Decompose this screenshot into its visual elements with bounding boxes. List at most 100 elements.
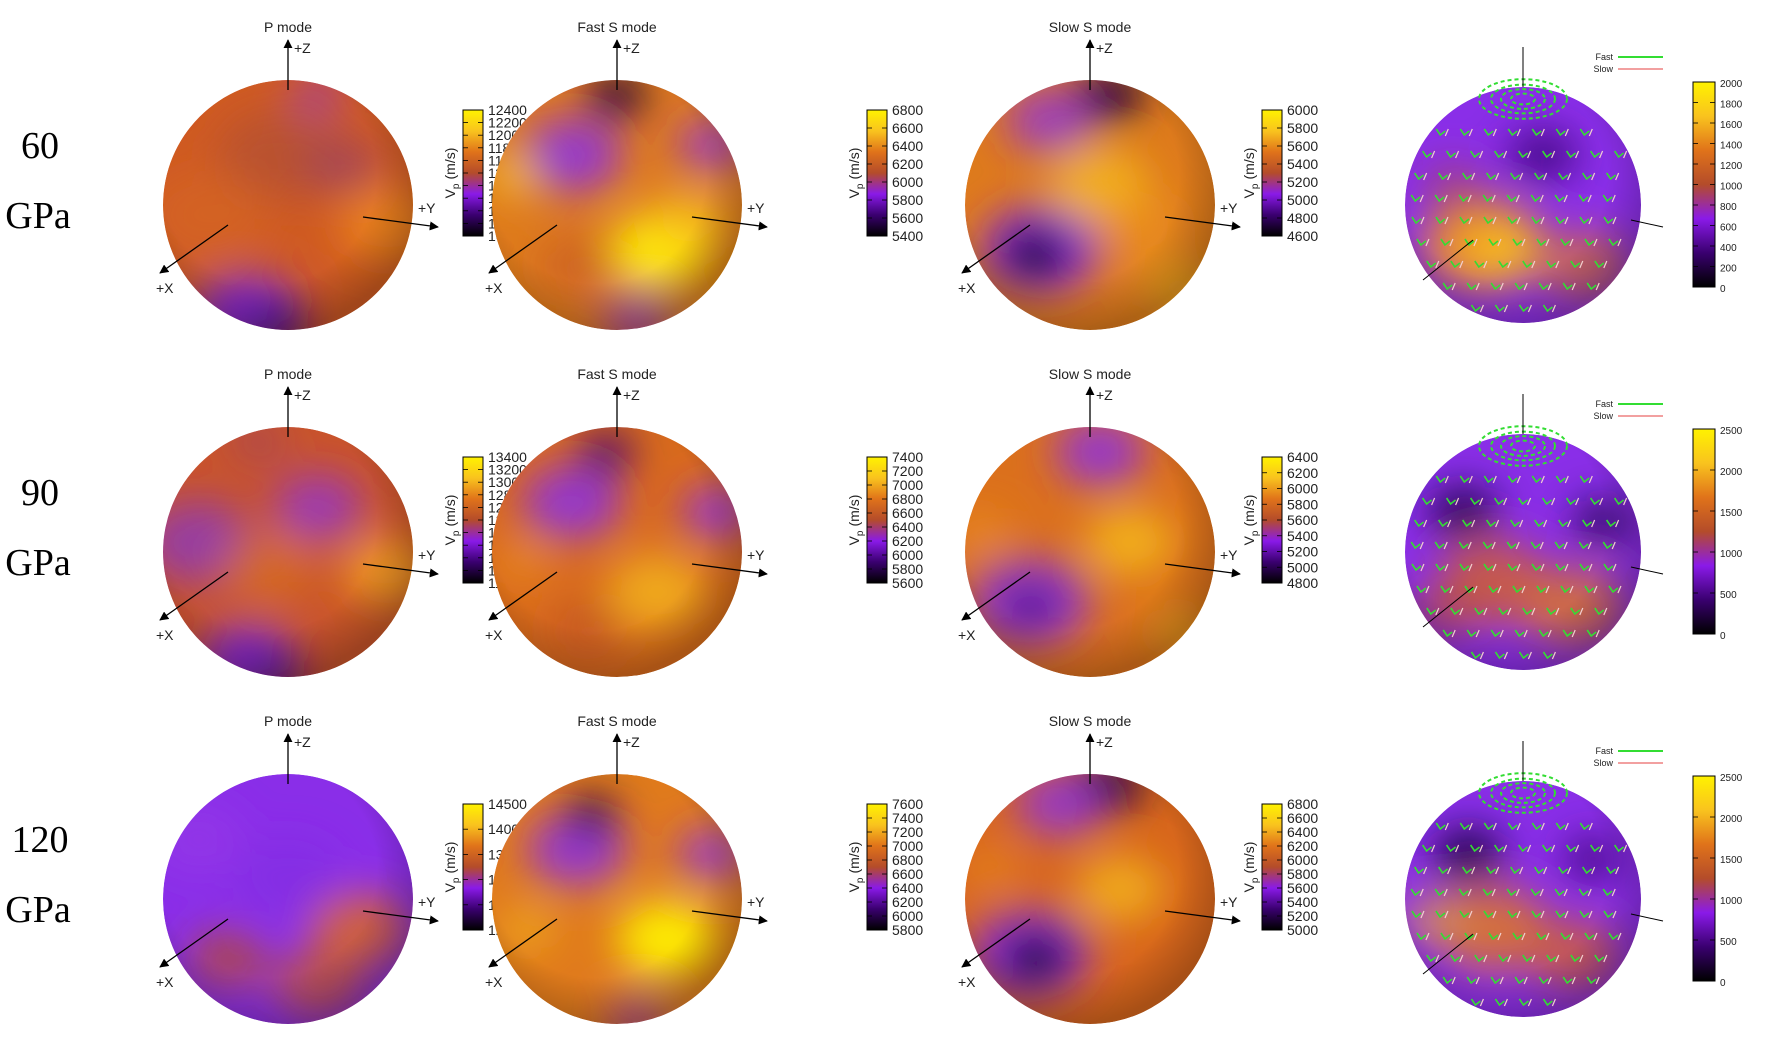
slow-mark — [1623, 844, 1628, 853]
slow-mark — [1547, 629, 1552, 638]
fast-mark — [1483, 563, 1494, 572]
slow-mark — [1564, 910, 1569, 919]
sphere — [965, 427, 1215, 677]
fast-mark — [1493, 497, 1505, 506]
panel-title: Fast S mode — [577, 713, 657, 729]
heatmap-panel: P mode+Z+Y+X1340013200130001280012600124… — [156, 366, 527, 677]
slow-mark — [1611, 541, 1616, 550]
slow-mark — [1567, 172, 1572, 181]
fast-mark — [1602, 194, 1613, 203]
colorbar-tick-label: 500 — [1720, 937, 1737, 948]
fast-mark — [1470, 651, 1481, 660]
colorbar-tick-label: 6600 — [892, 120, 923, 136]
fast-mark — [1437, 172, 1449, 181]
fast-mark — [1445, 497, 1457, 506]
fast-mark — [1490, 629, 1501, 638]
fast-mark — [1562, 282, 1573, 291]
slow-mark — [1547, 282, 1552, 291]
fast-mark — [1464, 932, 1475, 941]
sphere-shading — [965, 427, 1215, 677]
slow-mark — [1468, 128, 1473, 137]
fast-mark — [1578, 541, 1589, 550]
fast-mark — [1613, 497, 1625, 506]
slow-mark — [1419, 888, 1424, 897]
fast-mark — [1541, 497, 1553, 506]
slow-mark — [1588, 475, 1593, 484]
fast-mark — [1613, 150, 1625, 159]
slow-mark — [1451, 976, 1456, 985]
slow-mark — [1623, 497, 1628, 506]
sphere-shading — [492, 80, 742, 330]
slow-mark — [1540, 216, 1545, 225]
heatmap-panel: P mode+Z+Y+X1240012200120001180011600114… — [156, 19, 527, 330]
slow-mark — [1539, 194, 1544, 203]
pressure-unit: GPa — [5, 889, 71, 931]
fast-mark — [1579, 128, 1590, 137]
fast-mark — [1421, 844, 1433, 853]
fast-mark — [1605, 866, 1617, 875]
fast-mark — [1565, 844, 1577, 853]
colorbar-tick-label: 800 — [1720, 202, 1737, 213]
fast-mark — [1554, 541, 1565, 550]
slow-mark — [1516, 216, 1521, 225]
colorbar-tick-label: 7000 — [892, 838, 923, 854]
colorbar — [1261, 109, 1283, 237]
slow-mark — [1564, 216, 1569, 225]
fast-mark — [1605, 519, 1617, 528]
slow-mark — [1516, 128, 1521, 137]
fast-mark — [1435, 910, 1446, 919]
fast-mark — [1461, 519, 1473, 528]
fast-mark — [1538, 282, 1549, 291]
fast-mark — [1531, 822, 1542, 831]
slow-mark — [1471, 866, 1476, 875]
fast-mark — [1514, 976, 1525, 985]
y-axis — [691, 216, 768, 231]
y-axis — [1630, 566, 1664, 575]
colorbar-tick-label: 0 — [1720, 631, 1726, 642]
fast-mark — [1536, 238, 1547, 247]
fast-mark — [1413, 519, 1425, 528]
slow-mark — [1503, 998, 1508, 1007]
fast-mark — [1554, 194, 1565, 203]
colorbar-label: Vp(m/s) — [846, 842, 866, 893]
colorbar — [1692, 775, 1716, 982]
colorbar-tick-label: 5000 — [1287, 922, 1318, 938]
fast-mark — [1493, 844, 1505, 853]
fast-mark — [1450, 607, 1461, 616]
slow-mark — [1543, 866, 1548, 875]
fast-mark — [1530, 541, 1541, 550]
slow-mark — [1449, 238, 1454, 247]
colorbar-tick-label: 5600 — [1287, 512, 1318, 528]
slow-mark — [1492, 128, 1497, 137]
fast-mark — [1442, 629, 1453, 638]
fast-mark — [1531, 216, 1542, 225]
colorbar-tick-label: 5800 — [892, 192, 923, 208]
fast-mark — [1603, 216, 1614, 225]
fast-mark — [1557, 519, 1569, 528]
fast-mark — [1507, 128, 1518, 137]
slow-mark — [1519, 866, 1524, 875]
colorbar-label: Vp(m/s) — [1241, 495, 1261, 546]
slow-mark — [1491, 541, 1496, 550]
fast-mark — [1584, 932, 1595, 941]
x-axis — [488, 571, 558, 621]
fast-mark — [1498, 607, 1509, 616]
colorbar-tick-label: 4800 — [1287, 210, 1318, 226]
fast-mark — [1603, 910, 1614, 919]
legend: Fast Slow — [1593, 52, 1663, 74]
fast-mark — [1581, 172, 1593, 181]
fast-mark — [1579, 910, 1590, 919]
sphere-shading — [163, 774, 413, 1024]
colorbar-tick-label: 6600 — [1287, 810, 1318, 826]
fast-mark — [1584, 585, 1595, 594]
colorbar-label: Vp(m/s) — [846, 148, 866, 199]
slow-mark — [1545, 932, 1550, 941]
colorbar-tick-label: 4800 — [1287, 575, 1318, 591]
slow-mark — [1555, 607, 1560, 616]
colorbar-tick-label: 5800 — [892, 922, 923, 938]
slow-mark — [1435, 607, 1440, 616]
colorbar-tick-label: 5400 — [1287, 528, 1318, 544]
colorbar — [1692, 428, 1716, 635]
slow-mark — [1599, 150, 1604, 159]
fast-mark — [1555, 822, 1566, 831]
